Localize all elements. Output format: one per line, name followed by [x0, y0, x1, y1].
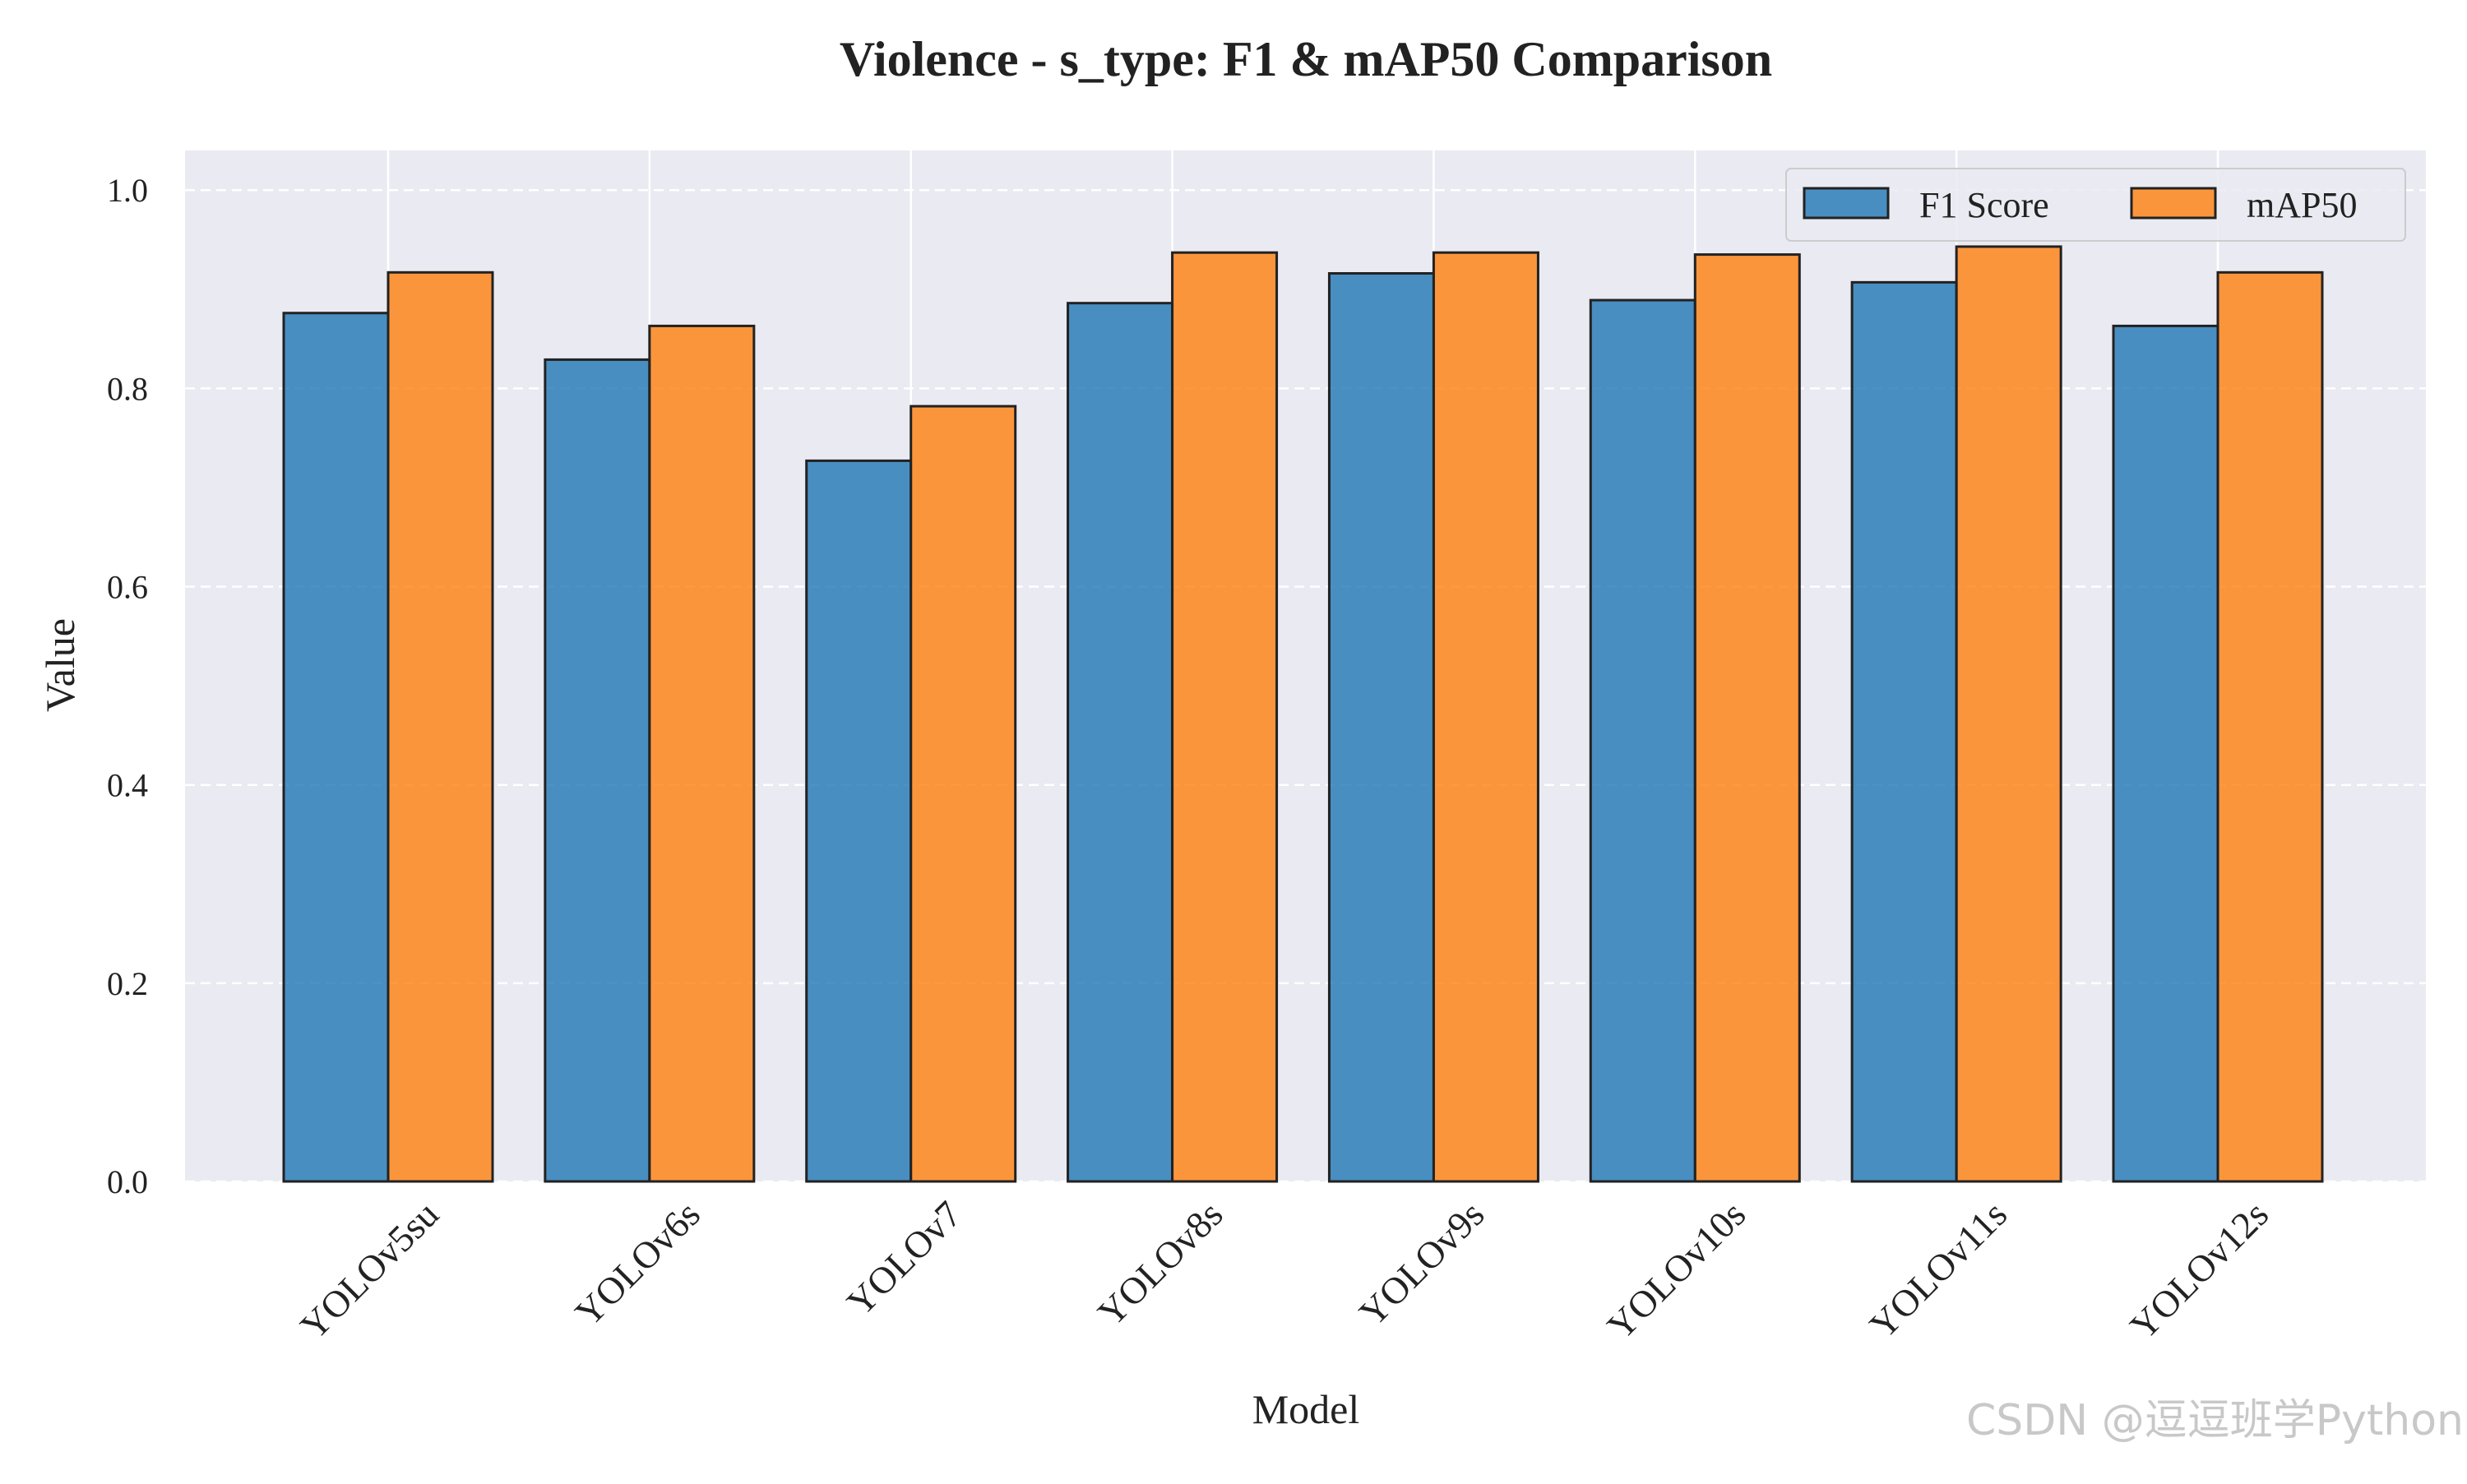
bar-map50-yolov5su: [386, 270, 494, 1183]
bar-f1-score-yolov5su: [282, 312, 390, 1183]
legend-swatch-map50: [2130, 187, 2217, 220]
bar-map50-yolov12s: [2216, 270, 2324, 1183]
y-tick-label: 0.0: [107, 1163, 148, 1200]
bar-map50-yolov6s: [648, 324, 756, 1183]
legend: F1 Score mAP50: [1785, 168, 2406, 242]
bar-f1-score-yolov9s: [1327, 272, 1435, 1183]
bar-map50-yolov9s: [1432, 251, 1539, 1183]
legend-swatch-f1-score: [1803, 187, 1890, 220]
chart-title: Violence - s_type: F1 & mAP50 Comparison: [840, 32, 1772, 86]
bar-map50-yolov7: [910, 405, 1017, 1183]
y-tick-label: 0.2: [107, 965, 148, 1002]
x-axis-label: Model: [1252, 1386, 1360, 1432]
bar-f1-score-yolov6s: [544, 358, 651, 1183]
bar-f1-score-yolov12s: [2112, 324, 2219, 1183]
y-tick-label: 0.6: [107, 569, 148, 606]
bar-f1-score-yolov8s: [1067, 302, 1174, 1183]
bar-f1-score-yolov11s: [1850, 280, 1958, 1183]
bar-f1-score-yolov10s: [1589, 298, 1696, 1183]
y-axis-label: Value: [37, 618, 83, 712]
y-axis-ticks: 0.0 0.2 0.4 0.6 0.8 1.0: [107, 172, 148, 1200]
bar-map50-yolov10s: [1693, 253, 1801, 1183]
y-tick-label: 1.0: [107, 172, 148, 209]
watermark-text: CSDN @逗逗班学Python: [1965, 1396, 2464, 1445]
legend-label-f1-score: F1 Score: [1919, 185, 2049, 225]
y-tick-label: 0.4: [107, 767, 148, 804]
bar-map50-yolov8s: [1171, 251, 1279, 1183]
bars: [282, 245, 2324, 1183]
bar-f1-score-yolov7: [805, 459, 913, 1183]
y-tick-label: 0.8: [107, 370, 148, 407]
legend-label-map50: mAP50: [2247, 185, 2357, 225]
bar-map50-yolov11s: [1955, 245, 2062, 1183]
legend-box: [1785, 168, 2406, 242]
plot-area: [185, 150, 2426, 1181]
